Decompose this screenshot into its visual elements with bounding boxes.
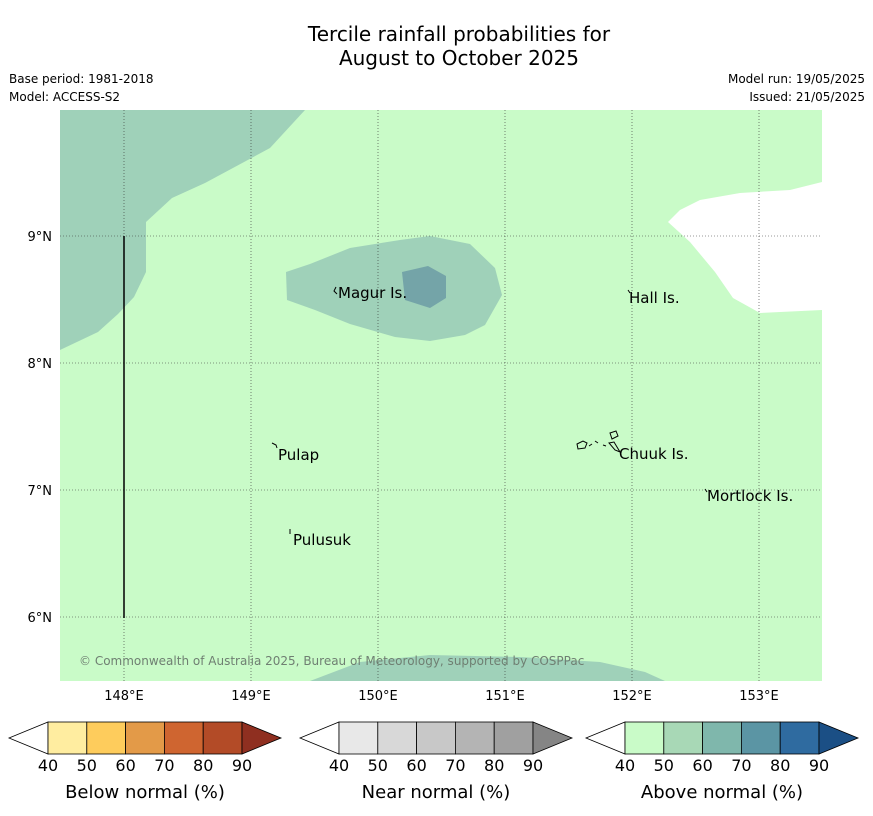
colorbar-tick-label: 70 [154, 756, 174, 775]
island-outlines [271, 286, 708, 534]
lat-tick-labels: 9°N 8°N 7°N 6°N [28, 230, 53, 626]
colorbar-1: 40 50 60 70 80 90 Below normal (%) [7, 721, 283, 803]
colorbar-bin [454, 721, 495, 755]
island-hall [627, 289, 631, 294]
lon-tick-labels: 148°E 149°E 150°E 151°E 152°E 153°E [104, 689, 779, 704]
colorbar-bin [741, 721, 781, 755]
colorbar-legends: 40 50 60 70 80 90 Below normal (%) 40 50 60 70 80 90… [7, 721, 860, 803]
colorbar-tick-label: 80 [770, 756, 790, 775]
colorbar-tick-label: 70 [445, 756, 465, 775]
colorbar-high-extension [818, 721, 860, 755]
colorbar-bin [663, 721, 703, 755]
probability-region-nw [60, 110, 305, 350]
colorbar-high-extension [532, 721, 574, 755]
colorbar-high-extension [241, 721, 283, 755]
colorbar-tick-label: 70 [731, 756, 751, 775]
base-period: Base period: 1981-2018 [9, 72, 154, 86]
map-title: Tercile rainfall probabilities for Augus… [0, 22, 873, 70]
colorbar-tick-label: 80 [484, 756, 504, 775]
lon-label: 152°E [612, 689, 652, 704]
no-data-region [668, 182, 822, 313]
colorbar-tick-label: 60 [406, 756, 426, 775]
place-label-pulusuk: Pulusuk [293, 531, 351, 549]
colorbar-tick-label: 40 [329, 756, 349, 775]
meta-left: Base period: 1981-2018 Model: ACCESS-S2 [9, 70, 154, 106]
colorbar-bin [86, 721, 127, 755]
copyright-notice: © Commonwealth of Australia 2025, Bureau… [79, 654, 584, 668]
lat-label: 7°N [28, 484, 53, 499]
colorbar-bin [163, 721, 204, 755]
colorbar-title: Below normal (%) [65, 782, 225, 803]
colorbar-low-extension [7, 721, 49, 755]
place-label-hall: Hall Is. [629, 289, 680, 307]
lon-label: 149°E [231, 689, 271, 704]
colorbar-bin [47, 721, 88, 755]
colorbar-tick-label: 60 [115, 756, 135, 775]
probability-region-center [286, 236, 502, 341]
title-line-2: August to October 2025 [338, 46, 580, 70]
meta-right: Model run: 19/05/2025 Issued: 21/05/2025 [728, 70, 865, 106]
colorbar-tick-label: 90 [809, 756, 829, 775]
island-chuuk [576, 430, 622, 454]
colorbar-3: 40 50 60 70 80 90 Above normal (%) [584, 721, 860, 803]
colorbar-tick-label: 50 [654, 756, 674, 775]
island-magur [333, 286, 338, 295]
colorbar-tick-label: 40 [615, 756, 635, 775]
colorbar-bin [416, 721, 456, 755]
colorbar-tick-label: 50 [77, 756, 97, 775]
place-label-pulap: Pulap [278, 446, 319, 464]
place-label-mortlock: Mortlock Is. [707, 487, 793, 505]
island-pulap [271, 442, 278, 449]
lat-label: 9°N [28, 230, 53, 245]
probability-region-core [402, 266, 446, 308]
place-labels: Magur Is. Hall Is. Pulap Chuuk Is. Mortl… [278, 284, 793, 549]
colorbar-bin [624, 721, 665, 755]
title-line-1: Tercile rainfall probabilities for [307, 22, 611, 46]
colorbar-tick-label: 90 [523, 756, 543, 775]
model-name: Model: ACCESS-S2 [9, 90, 121, 104]
colorbar-bin [779, 721, 820, 755]
colorbar-bin [377, 721, 417, 755]
island-mortlock [704, 488, 708, 493]
colorbar-tick-label: 60 [692, 756, 712, 775]
colorbar-title: Above normal (%) [641, 782, 803, 803]
lat-label: 8°N [28, 357, 53, 372]
colorbar-bin [202, 721, 243, 755]
colorbar-low-extension [584, 721, 626, 755]
lon-label: 153°E [739, 689, 779, 704]
colorbar-bin [338, 721, 379, 755]
colorbar-tick-label: 90 [232, 756, 252, 775]
lat-label: 6°N [28, 611, 53, 626]
colorbar-tick-label: 50 [368, 756, 388, 775]
colorbar-tick-label: 80 [193, 756, 213, 775]
lon-label: 150°E [358, 689, 398, 704]
colorbar-2: 40 50 60 70 80 90 Near normal (%) [298, 721, 574, 803]
colorbar-title: Near normal (%) [362, 782, 511, 803]
colorbar-bin [702, 721, 742, 755]
probability-region-south [310, 655, 665, 681]
lon-label: 148°E [104, 689, 144, 704]
map-panel: Magur Is. Hall Is. Pulap Chuuk Is. Mortl… [60, 110, 822, 681]
colorbar-bin [125, 721, 165, 755]
colorbar-tick-label: 40 [38, 756, 58, 775]
colorbar-bin [493, 721, 534, 755]
issued-date: Issued: 21/05/2025 [749, 90, 865, 104]
place-label-magur: Magur Is. [338, 284, 407, 302]
model-run: Model run: 19/05/2025 [727, 72, 865, 86]
colorbar-low-extension [298, 721, 340, 755]
lon-label: 151°E [485, 689, 525, 704]
place-label-chuuk: Chuuk Is. [619, 445, 688, 463]
